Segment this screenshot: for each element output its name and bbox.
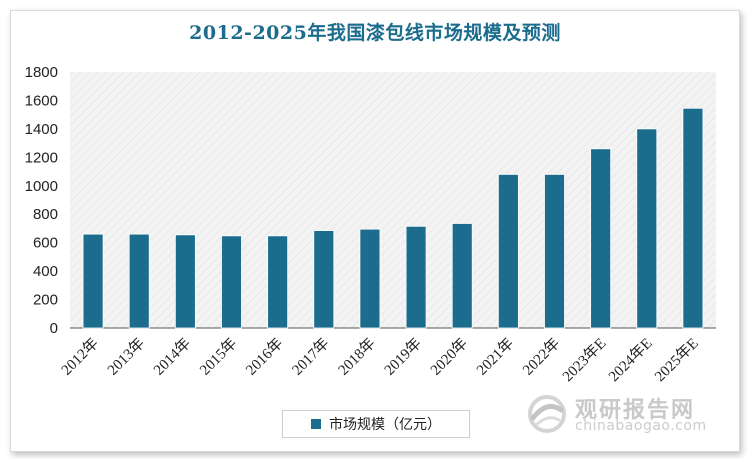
x-axis: 2012年 2013年 2014年 2015年 2016年 2017年 2018年 2019年… <box>58 335 702 385</box>
x-tick-label: 2015年 <box>196 335 240 379</box>
legend: 市场规模（亿元） <box>282 410 470 438</box>
x-tick-label: 2017年 <box>289 335 333 379</box>
y-tick-label: 1200 <box>25 149 58 166</box>
bar <box>636 128 658 329</box>
watermark-name: 观研报告网 <box>575 398 696 423</box>
y-tick-label: 600 <box>33 235 58 252</box>
y-tick-label: 400 <box>33 263 58 280</box>
bar <box>544 173 565 329</box>
y-tick-label: 200 <box>33 292 58 309</box>
x-tick-label: 2014年 <box>150 335 194 379</box>
legend-label: 市场规模（亿元） <box>329 417 441 433</box>
bar-series <box>82 107 704 329</box>
logo-swirl-icon <box>528 395 566 433</box>
x-tick-label: 2024年E <box>605 335 655 385</box>
x-tick-label: 2023年E <box>559 335 609 385</box>
y-tick-label: 1400 <box>25 121 58 138</box>
x-tick-label: 2021年 <box>473 335 517 379</box>
chart-title: 2012-2025年我国漆包线市场规模及预测 <box>189 22 561 44</box>
x-tick-label: 2022年 <box>519 335 563 379</box>
y-tick-label: 1000 <box>25 178 58 195</box>
x-tick-label: 2020年 <box>427 335 471 379</box>
x-tick-label: 2016年 <box>243 335 287 379</box>
y-tick-label: 1800 <box>25 64 58 81</box>
bar <box>405 225 427 329</box>
bar <box>682 107 704 329</box>
bar <box>590 148 612 329</box>
bar <box>497 173 519 329</box>
x-tick-label: 2013年 <box>104 335 148 379</box>
y-axis: 0 200 400 600 800 1000 1200 1400 1600 1800 <box>25 64 58 337</box>
x-tick-label: 2018年 <box>335 335 379 379</box>
y-tick-label: 0 <box>50 320 58 337</box>
y-tick-label: 1600 <box>25 92 58 109</box>
bar <box>267 235 289 329</box>
x-tick-label: 2012年 <box>58 335 102 379</box>
legend-swatch <box>311 419 321 429</box>
bar <box>174 234 196 329</box>
bar <box>128 233 150 329</box>
x-tick-label: 2025年E <box>651 335 701 385</box>
plot-area <box>70 72 716 328</box>
x-tick-label: 2019年 <box>381 335 425 379</box>
y-tick-label: 800 <box>33 206 58 223</box>
bar <box>313 230 335 329</box>
bar <box>359 228 381 329</box>
bar <box>451 223 473 329</box>
bar <box>221 235 242 329</box>
watermark: 观研报告网 chinabaogao.com <box>525 390 735 440</box>
bar <box>82 233 104 329</box>
watermark-url: chinabaogao.com <box>575 418 707 434</box>
